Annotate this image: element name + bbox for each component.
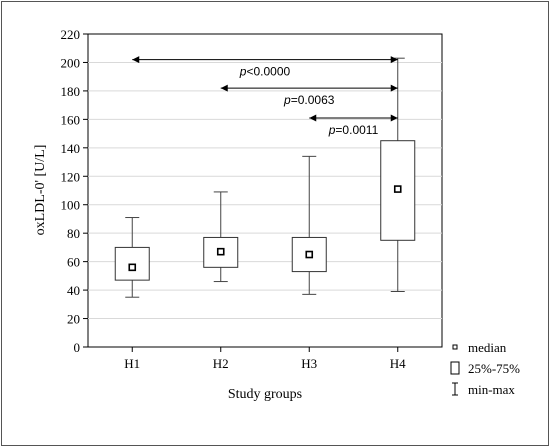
comparison-h1-h4: p<0.0000	[132, 56, 398, 79]
y-axis: 0 20 40 60 80 100 120 140 160 180 200 220	[61, 27, 88, 355]
y-tick-label: 80	[67, 226, 80, 241]
box-h4	[380, 57, 416, 293]
p-value-label: p=0.0063	[283, 93, 335, 107]
median-marker	[216, 247, 225, 256]
x-axis: H1 H2 H3 H4	[124, 347, 406, 371]
median-marker	[393, 185, 402, 193]
boxes	[114, 57, 416, 298]
y-tick-label: 140	[61, 141, 81, 156]
arrowhead-left	[132, 56, 140, 64]
box-h2	[203, 191, 239, 283]
arrowhead-right	[390, 56, 398, 64]
x-tick-label: H1	[124, 356, 140, 371]
legend-median-symbol	[452, 344, 458, 350]
x-tick-label: H3	[301, 356, 317, 371]
y-tick-label: 40	[67, 283, 80, 298]
x-axis-label: Study groups	[228, 387, 302, 402]
arrowhead-right	[390, 114, 398, 122]
y-tick-label: 200	[61, 55, 81, 70]
legend-item-box: 25%-75%	[450, 361, 520, 376]
y-tick-label: 160	[61, 112, 81, 127]
comparison-h2-h4: p=0.0063	[220, 84, 398, 107]
legend-label: min-max	[468, 382, 515, 397]
p-value-label: p=0.0011	[328, 123, 379, 137]
arrowhead-right	[390, 84, 398, 92]
x-tick-label: H4	[390, 356, 406, 371]
box-h3	[291, 155, 327, 295]
arrowhead-left	[309, 114, 317, 122]
legend-box-symbol	[450, 361, 460, 375]
legend: median 25%-75% min-max	[450, 340, 520, 397]
comparison-h3-h4: p=0.0011	[309, 114, 398, 137]
median-marker	[305, 250, 314, 259]
y-tick-label: 100	[61, 198, 81, 213]
y-tick-label: 120	[61, 169, 81, 184]
y-tick-label: 220	[61, 27, 81, 42]
x-tick-label: H2	[213, 356, 229, 371]
y-tick-label: 0	[74, 340, 81, 355]
y-axis-label: oxLDL-0' [U/L]	[33, 145, 48, 236]
y-tick-label: 60	[67, 255, 80, 270]
y-tick-label: 180	[61, 84, 81, 99]
box-h1	[114, 217, 150, 298]
p-value-label: p<0.0000	[239, 65, 291, 79]
legend-item-median-square: median	[452, 340, 507, 355]
legend-label: median	[468, 340, 507, 355]
arrowhead-left	[220, 84, 228, 92]
y-tick-label: 20	[67, 312, 80, 327]
legend-label: 25%-75%	[468, 361, 520, 376]
comparison-arrows: p<0.0000 p=0.0063 p=0.0011	[132, 56, 398, 137]
legend-item-whisker: min-max	[452, 382, 515, 397]
median-marker	[128, 263, 137, 272]
